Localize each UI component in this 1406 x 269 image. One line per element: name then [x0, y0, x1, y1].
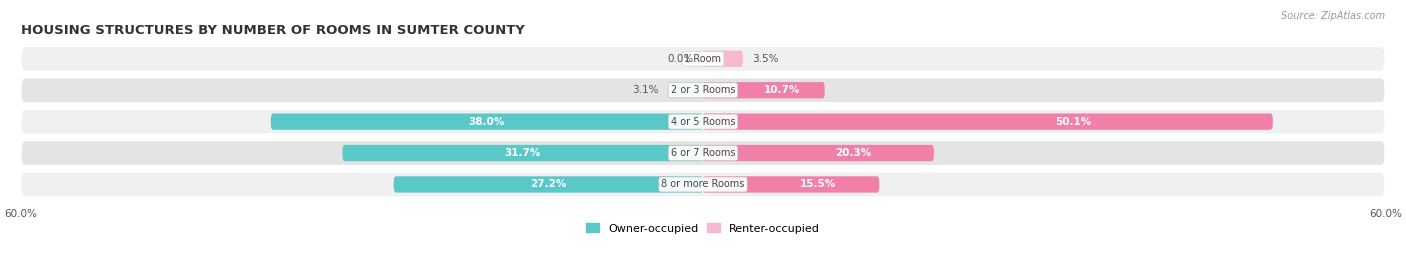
FancyBboxPatch shape [394, 176, 703, 193]
Text: 50.1%: 50.1% [1056, 117, 1091, 127]
FancyBboxPatch shape [21, 77, 1385, 103]
Text: 15.5%: 15.5% [800, 179, 835, 189]
FancyBboxPatch shape [343, 145, 703, 161]
FancyBboxPatch shape [703, 114, 1272, 130]
FancyBboxPatch shape [21, 46, 1385, 72]
FancyBboxPatch shape [21, 172, 1385, 197]
FancyBboxPatch shape [703, 51, 742, 67]
FancyBboxPatch shape [703, 82, 825, 98]
Text: 38.0%: 38.0% [468, 117, 505, 127]
FancyBboxPatch shape [21, 109, 1385, 134]
Text: 8 or more Rooms: 8 or more Rooms [661, 179, 745, 189]
FancyBboxPatch shape [21, 140, 1385, 166]
Text: 3.5%: 3.5% [752, 54, 779, 64]
Legend: Owner-occupied, Renter-occupied: Owner-occupied, Renter-occupied [586, 223, 820, 234]
Text: 4 or 5 Rooms: 4 or 5 Rooms [671, 117, 735, 127]
Text: 10.7%: 10.7% [763, 85, 800, 95]
Text: 2 or 3 Rooms: 2 or 3 Rooms [671, 85, 735, 95]
FancyBboxPatch shape [703, 176, 879, 193]
FancyBboxPatch shape [703, 145, 934, 161]
Text: 6 or 7 Rooms: 6 or 7 Rooms [671, 148, 735, 158]
Text: 1 Room: 1 Room [685, 54, 721, 64]
Text: HOUSING STRUCTURES BY NUMBER OF ROOMS IN SUMTER COUNTY: HOUSING STRUCTURES BY NUMBER OF ROOMS IN… [21, 24, 524, 37]
Text: 27.2%: 27.2% [530, 179, 567, 189]
FancyBboxPatch shape [271, 114, 703, 130]
FancyBboxPatch shape [668, 82, 703, 98]
Text: 3.1%: 3.1% [633, 85, 658, 95]
Text: Source: ZipAtlas.com: Source: ZipAtlas.com [1281, 11, 1385, 21]
Text: 20.3%: 20.3% [835, 148, 872, 158]
Text: 0.0%: 0.0% [668, 54, 695, 64]
Text: 31.7%: 31.7% [505, 148, 541, 158]
